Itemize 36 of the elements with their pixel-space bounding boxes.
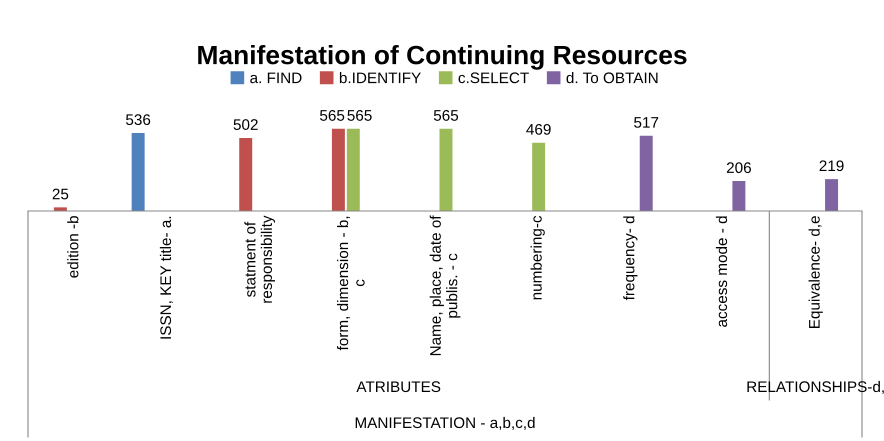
bar (825, 179, 838, 211)
bar (239, 138, 252, 211)
x-tick-label: Equivalence- d,e (808, 216, 823, 328)
bar (640, 136, 653, 211)
x-tick-label: edition -b (67, 216, 78, 278)
data-label: 469 (526, 124, 551, 135)
legend-label: d. To OBTAIN (566, 72, 658, 84)
bar (532, 142, 546, 211)
data-label: 565 (347, 110, 372, 121)
data-label: 206 (726, 162, 751, 174)
data-label: 25 (52, 188, 68, 200)
x-tick-label: frequency- d (623, 216, 638, 300)
data-label: 565 (320, 110, 344, 121)
data-label: 565 (434, 110, 458, 121)
x-tick-label: statment of responsibility (244, 215, 276, 303)
data-label: 517 (634, 117, 658, 128)
bar (732, 181, 746, 211)
legend-label: b.IDENTIFY (340, 72, 421, 84)
chart-title: Manifestation of Continuing Resources (198, 45, 687, 70)
x-tick-label: Name, place, date of publis. - c (430, 215, 460, 356)
bar (346, 128, 360, 211)
bar (439, 128, 452, 211)
legend-label: a. FIND (250, 72, 302, 84)
x-tick-label: access mode - d (716, 216, 728, 327)
x-tick-label: numbering-c (530, 216, 545, 300)
bar (132, 133, 145, 211)
x-tick-label: form, dimension - b, c (336, 216, 365, 350)
data-label: 536 (126, 114, 150, 126)
data-label: 219 (820, 160, 844, 172)
data-label: 502 (234, 119, 258, 130)
bar (332, 128, 345, 211)
text: ATRIBUTES (356, 381, 440, 392)
legend-label: c.SELECT (458, 72, 529, 84)
text: MANIFESTATION - a,b,c,d (356, 416, 535, 430)
text: RELATIONSHIPS-d, (747, 380, 884, 394)
x-tick-label: ISSN, KEY title- a. (160, 216, 173, 339)
